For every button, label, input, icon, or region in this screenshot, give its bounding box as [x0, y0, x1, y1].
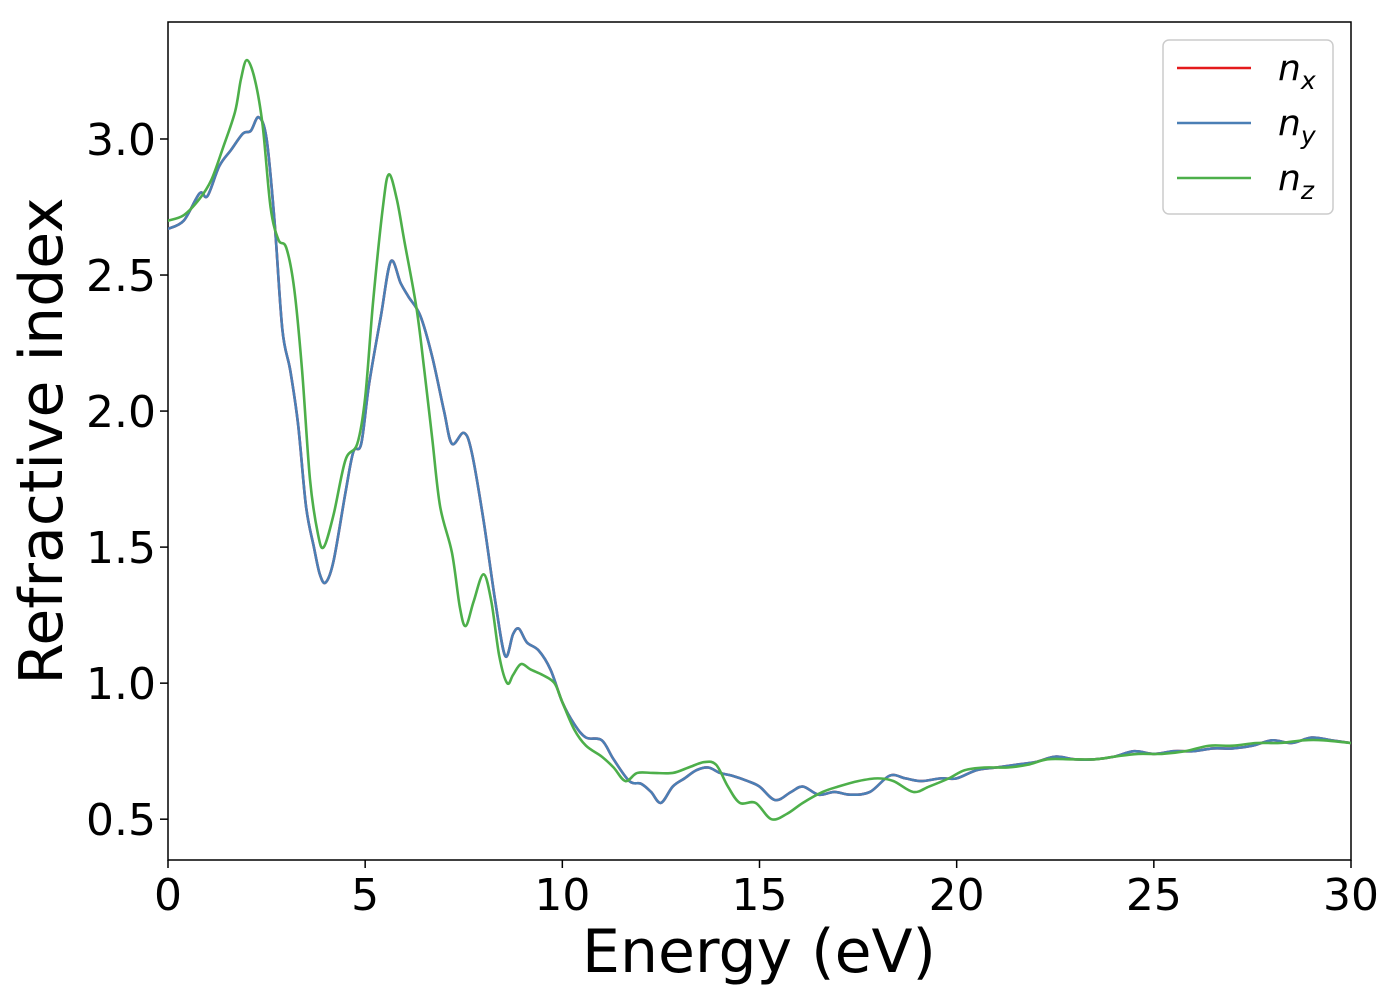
legend-label-subscript: x [1300, 66, 1316, 95]
legend-label-n-y: ny [1278, 103, 1317, 150]
y-tick-label: 2.5 [86, 251, 156, 302]
y-tick-label: 0.5 [86, 795, 156, 846]
y-axis: 0.5 1.0 1.5 2.0 2.5 3.0 [86, 115, 168, 846]
legend-label-subscript: y [1300, 121, 1317, 150]
plot-area [167, 21, 1352, 861]
x-tick-label: 10 [534, 870, 590, 921]
x-axis: 0 5 10 15 20 25 30 [154, 860, 1379, 921]
legend-label-n-z: nz [1278, 158, 1315, 205]
x-tick-label: 30 [1323, 870, 1379, 921]
legend-label-n-x: nx [1278, 48, 1316, 95]
x-axis-title: Energy (eV) [582, 917, 936, 987]
y-tick-label: 3.0 [86, 115, 156, 166]
x-tick-label: 5 [351, 870, 379, 921]
series-line-n-y [168, 115, 1351, 805]
x-tick-label: 25 [1126, 870, 1182, 921]
series-line-n-z [168, 58, 1351, 821]
legend-label-base: n [1278, 48, 1301, 89]
legend-box [1162, 39, 1334, 215]
plot-frame [167, 21, 1352, 861]
legend-label-base: n [1278, 158, 1301, 199]
legend-label-base: n [1278, 103, 1301, 144]
x-tick-label: 20 [929, 870, 985, 921]
x-tick-label: 0 [154, 870, 182, 921]
y-axis-title: Refractive index [7, 197, 77, 684]
y-tick-label: 2.0 [86, 387, 156, 438]
series-layer [168, 58, 1351, 821]
y-tick-label: 1.0 [86, 659, 156, 710]
legend-label-subscript: z [1300, 176, 1315, 205]
x-tick-label: 15 [732, 870, 788, 921]
y-tick-label: 1.5 [86, 523, 156, 574]
